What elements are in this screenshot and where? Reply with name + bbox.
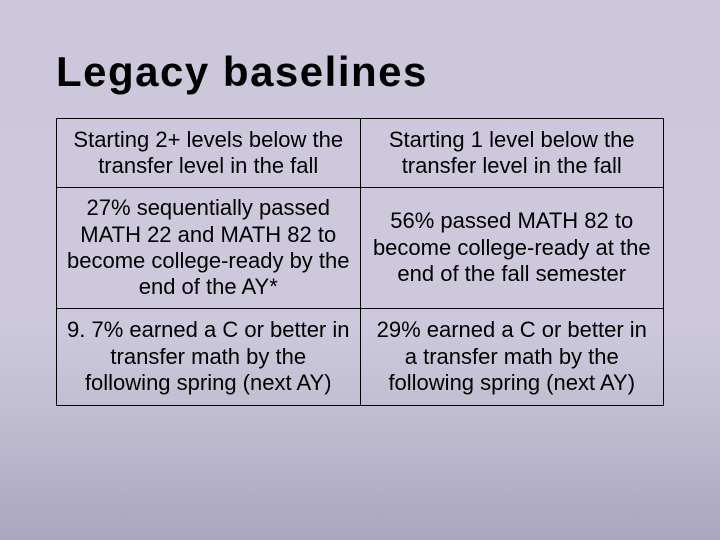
body-cell-left-1: 27% sequentially passed MATH 22 and MATH…	[57, 188, 361, 309]
table-row: 9. 7% earned a C or better in transfer m…	[57, 309, 664, 406]
body-cell-right-2: 29% earned a C or better in a transfer m…	[360, 309, 664, 406]
table-row: Starting 2+ levels below the transfer le…	[57, 119, 664, 188]
body-cell-left-2: 9. 7% earned a C or better in transfer m…	[57, 309, 361, 406]
table-row: 27% sequentially passed MATH 22 and MATH…	[57, 188, 664, 309]
header-cell-left: Starting 2+ levels below the transfer le…	[57, 119, 361, 188]
slide-title: Legacy baselines	[56, 48, 664, 96]
header-cell-right: Starting 1 level below the transfer leve…	[360, 119, 664, 188]
slide-container: Legacy baselines Starting 2+ levels belo…	[0, 0, 720, 540]
baselines-table: Starting 2+ levels below the transfer le…	[56, 118, 664, 406]
body-cell-right-1: 56% passed MATH 82 to become college-rea…	[360, 188, 664, 309]
